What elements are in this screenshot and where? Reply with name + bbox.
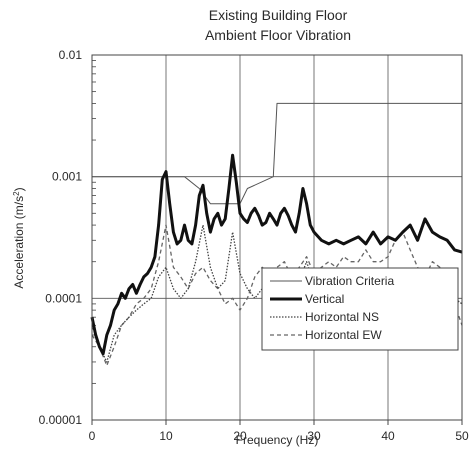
- legend-label-vibration-criteria: Vibration Criteria: [305, 274, 394, 288]
- legend: Vibration Criteria Vertical Horizontal N…: [261, 267, 459, 351]
- y-axis-label-suffix: ): [12, 187, 26, 191]
- x-tick-label: 40: [381, 429, 395, 443]
- chart-subtitle: Ambient Floor Vibration: [205, 27, 351, 43]
- legend-label-horizontal-ns: Horizontal NS: [305, 310, 379, 324]
- x-tick-label: 50: [455, 429, 469, 443]
- plot-frame: [91, 54, 463, 421]
- x-tick-label: 10: [159, 429, 173, 443]
- x-axis-label: Frequency (Hz): [236, 433, 319, 447]
- y-tick-label: 0.001: [52, 170, 82, 184]
- y-tick-label: 0.0001: [45, 291, 82, 305]
- x-tick-labels: 0 10 20 30 40 50: [89, 429, 469, 443]
- legend-label-vertical: Vertical: [305, 292, 344, 306]
- y-axis-label-superscript: 2: [12, 191, 21, 196]
- y-axis-label-text: Acceleration (m/s: [12, 196, 26, 289]
- y-axis-label: Acceleration (m/s2): [12, 187, 27, 288]
- y-tick-label: 0.01: [59, 48, 83, 62]
- series-line-vertical: [90, 153, 463, 356]
- legend-label-horizontal-ew: Horizontal EW: [305, 328, 382, 342]
- series-line-vibration-criteria: [92, 102, 462, 205]
- chart-title: Existing Building Floor: [209, 7, 348, 23]
- x-tick-label: 0: [89, 429, 96, 443]
- y-tick-labels: 0.00001 0.0001 0.001 0.01: [39, 48, 83, 427]
- x-tick-label: 20: [233, 429, 247, 443]
- x-tick-label: 30: [307, 429, 321, 443]
- legend-box: [261, 267, 459, 351]
- y-tick-label: 0.00001: [39, 413, 83, 427]
